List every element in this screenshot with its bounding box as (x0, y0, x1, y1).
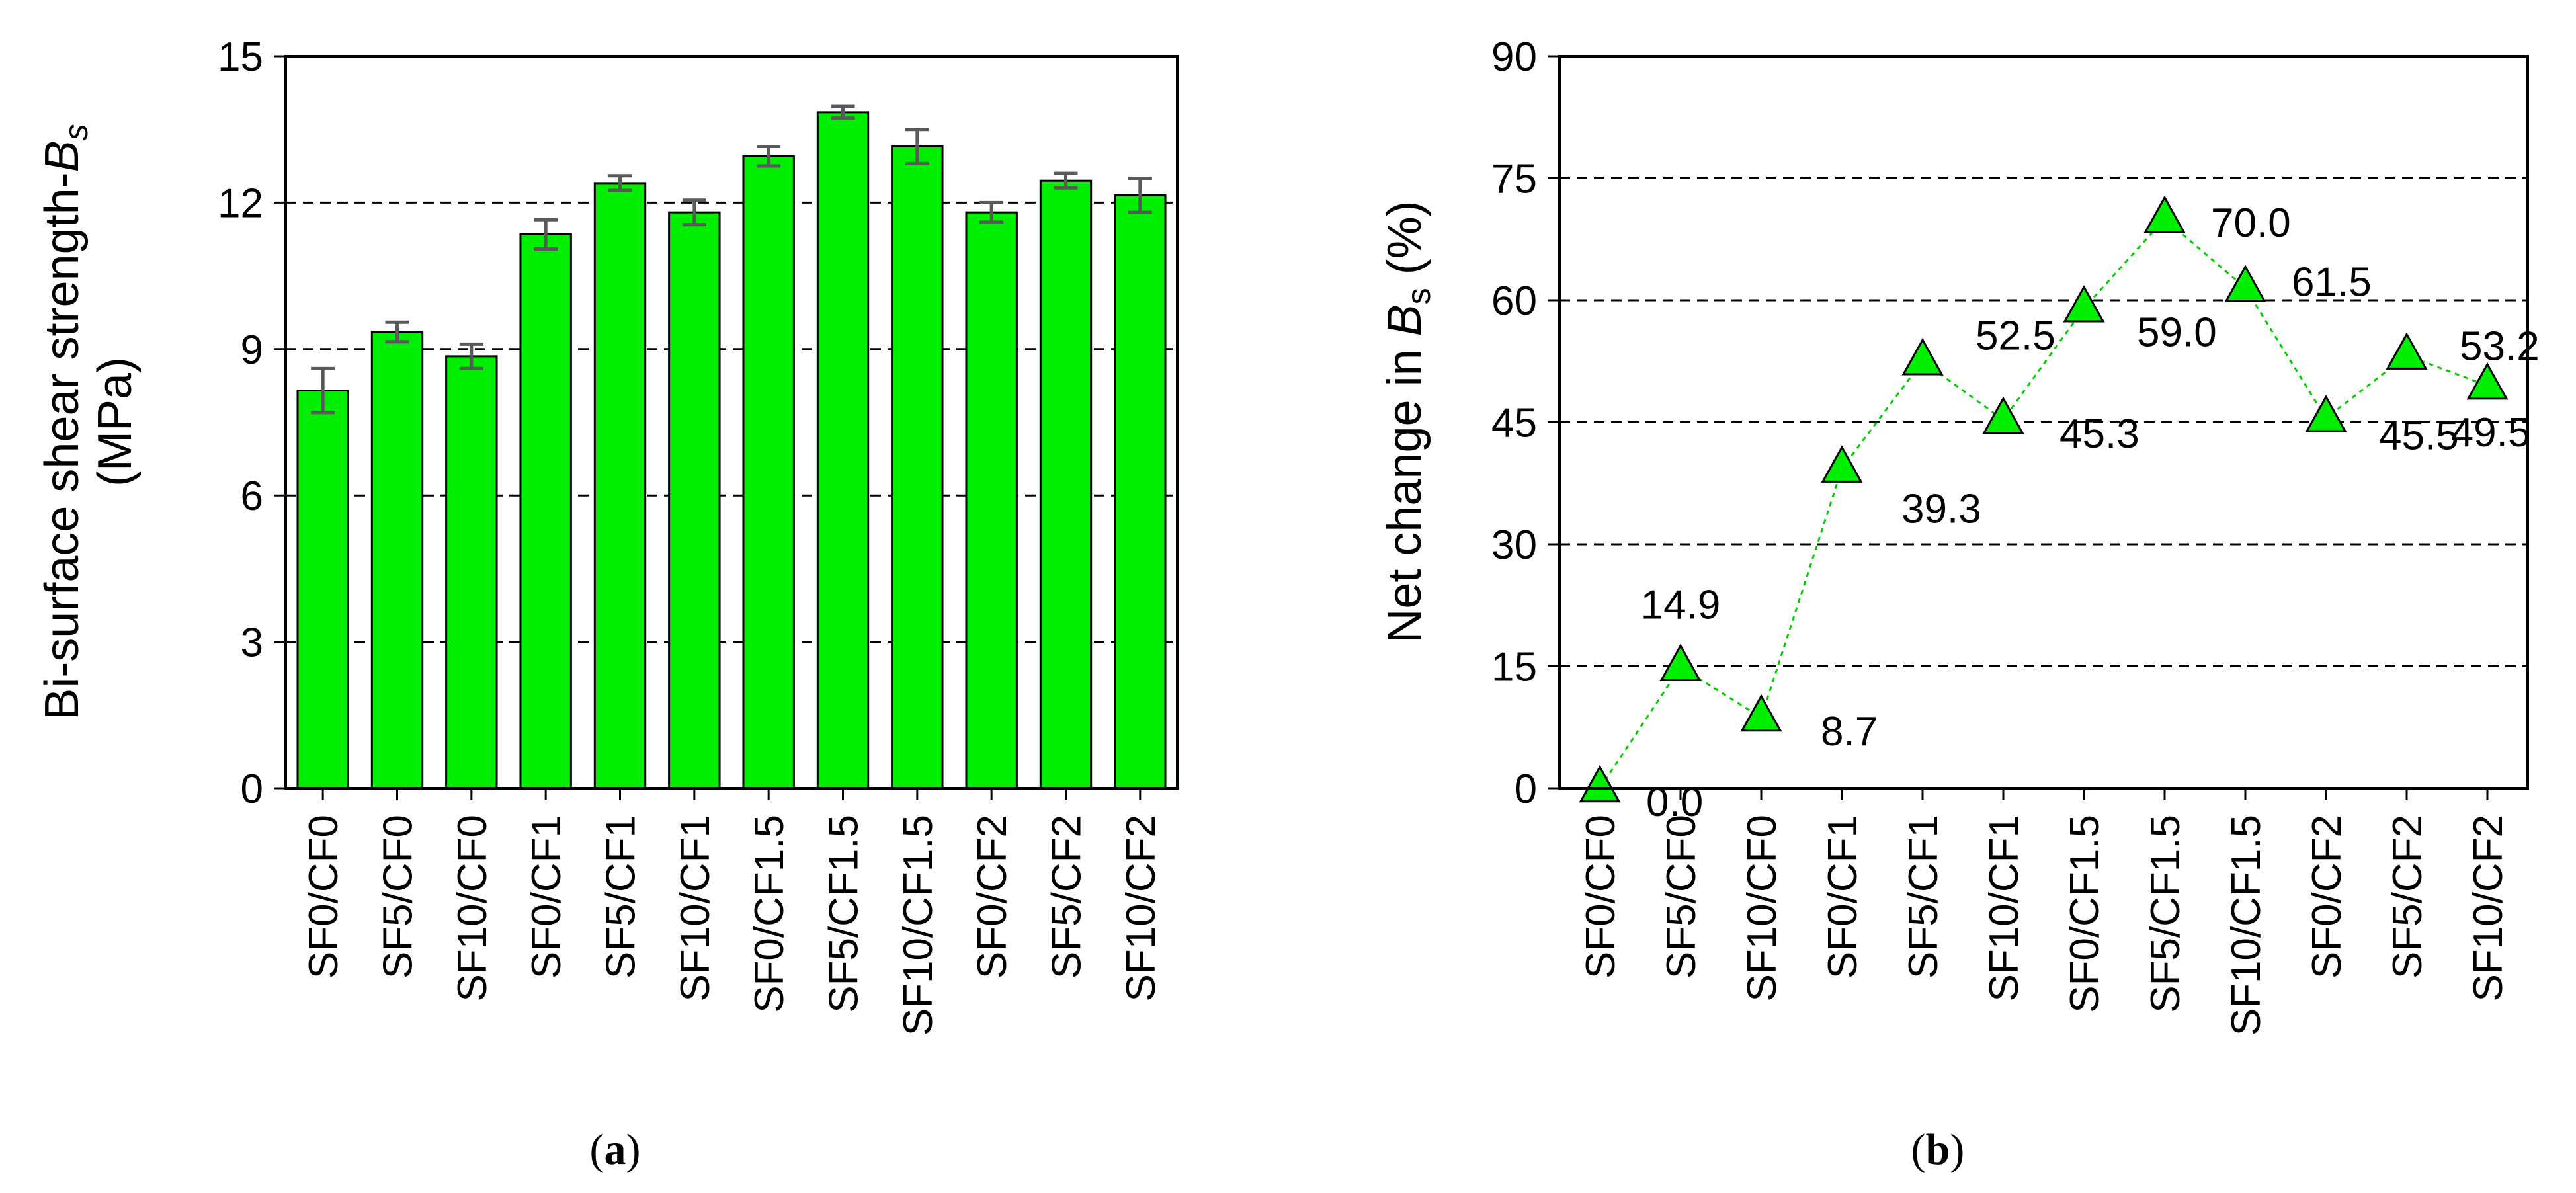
x-tick-label: SF5/CF1.5 (821, 815, 867, 1013)
triangle-marker (2143, 195, 2186, 233)
x-tick-label: SF0/CF0 (301, 815, 347, 979)
data-label: 39.3 (1901, 487, 1981, 532)
x-tick-label: SF5/CF1 (1901, 815, 1946, 979)
x-tick-label: SF10/CF2 (2466, 815, 2511, 1002)
y-tick-label: 15 (1491, 645, 1537, 690)
y-tick-label: 45 (1491, 401, 1537, 446)
y-axis-unit: (MPa) (89, 357, 142, 487)
x-tick-label: SF0/CF1.5 (747, 815, 792, 1013)
x-tick-label: SF10/CF1.5 (895, 815, 941, 1036)
data-label: 45.3 (2059, 411, 2140, 457)
bar (1039, 179, 1093, 790)
triangle-marker (2386, 332, 2428, 370)
data-label: 70.0 (2211, 200, 2291, 246)
y-tick-label: 75 (1491, 157, 1537, 202)
bar (296, 390, 349, 790)
data-label: 45.5 (2379, 413, 2459, 458)
x-tick-label: SF10/CF1 (1981, 815, 2027, 1002)
bar (668, 211, 721, 790)
x-tick-label: SF5/CF2 (2385, 815, 2431, 979)
bar (370, 331, 424, 790)
x-tick-label: SF0/CF2 (2304, 815, 2350, 979)
y-tick-label: 0 (1515, 766, 1537, 812)
bar (1114, 194, 1167, 790)
x-tick-label: SF10/CF0 (1739, 815, 1785, 1002)
line-chart-panel-b: 01530456075900.0SF0/CF014.9SF5/CF08.7SF1… (1378, 34, 2540, 1174)
y-tick-label: 3 (241, 620, 263, 666)
data-label: 8.7 (1821, 709, 1878, 755)
x-tick-label: SF5/CF2 (1044, 815, 1090, 979)
x-tick-label: SF0/CF1 (524, 815, 569, 979)
triangle-marker (1982, 396, 2024, 434)
x-tick-label: SF5/CF0 (1659, 815, 1704, 979)
y-tick-label: 0 (241, 766, 263, 812)
x-tick-label: SF10/CF1.5 (2223, 815, 2269, 1036)
bar-chart-panel-a: 0 3 6 9 12 15 SF0/CF0 SF5/CF0 SF10/CF0 SF0/CF1 SF5… (36, 34, 1179, 1174)
plot-frame (1558, 55, 2529, 790)
x-tick-label: SF0/CF1 (1820, 815, 1866, 979)
bar (593, 182, 647, 790)
bar (816, 111, 870, 790)
bar (742, 155, 795, 790)
y-tick-label: 30 (1491, 522, 1537, 568)
y-tick-label: 60 (1491, 278, 1537, 324)
triangle-marker (2466, 362, 2509, 400)
data-label: 59.0 (2137, 309, 2217, 355)
y-tick-label: 9 (241, 327, 263, 373)
bar (519, 233, 572, 790)
y-axis-title: Bi-surface shear strength-Bs (36, 124, 95, 720)
triangle-marker (1901, 337, 1944, 376)
bar (965, 211, 1018, 790)
x-tick-label: SF5/CF0 (376, 815, 421, 979)
plot-frame (284, 55, 1179, 790)
y-tick-label: 90 (1491, 34, 1537, 80)
series-line (1599, 217, 2488, 789)
triangle-marker (2305, 395, 2347, 432)
data-label: 49.5 (2451, 410, 2531, 456)
triangle-marker (2224, 265, 2266, 302)
panel-label-b: (b) (1911, 1126, 1965, 1174)
data-label: 14.9 (1641, 583, 1721, 628)
data-label: 52.5 (1975, 313, 2056, 358)
x-tick-label: SF0/CF1.5 (2062, 815, 2108, 1013)
x-tick-label: SF5/CF1 (599, 815, 644, 979)
data-label: 53.2 (2460, 324, 2540, 370)
triangle-marker (1579, 764, 1621, 803)
y-tick-label: 6 (241, 473, 263, 519)
y-tick-label: 12 (218, 181, 263, 226)
y-axis-title: Net change in Bs (%) (1378, 200, 1437, 643)
x-tick-label: SF5/CF1.5 (2143, 815, 2188, 1013)
triangle-marker (1740, 694, 1782, 732)
data-label: 61.5 (2292, 260, 2372, 306)
panel-label-a: (a) (590, 1126, 641, 1174)
x-tick-label: SF10/CF0 (450, 815, 495, 1002)
triangle-marker (1821, 445, 1863, 483)
triangle-marker (1659, 643, 1702, 681)
triangle-marker (2063, 284, 2105, 323)
bar (891, 145, 944, 790)
x-tick-label: SF10/CF2 (1118, 815, 1164, 1002)
bar (445, 355, 498, 790)
x-tick-label: SF0/CF2 (970, 815, 1015, 979)
x-tick-label: SF10/CF1 (673, 815, 718, 1002)
x-tick-label: SF0/CF0 (1578, 815, 1624, 979)
y-tick-label: 15 (218, 34, 263, 80)
